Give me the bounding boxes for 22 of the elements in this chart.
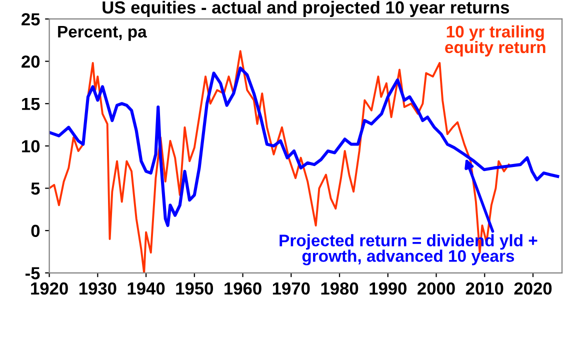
y-tick-label: 15	[22, 98, 40, 110]
y-tick-label: 10	[22, 140, 40, 152]
x-tick-label: 1950	[176, 282, 214, 295]
x-tick-label: 2000	[418, 282, 455, 295]
y-tick-label: 20	[22, 55, 40, 68]
x-tick-label: 1970	[272, 282, 310, 295]
x-tick-label: 2020	[514, 282, 552, 295]
chart-title: US equities - actual and projected 10 year returns	[102, 0, 510, 18]
x-tick-label: 2010	[466, 282, 504, 295]
y-tick-label: 5	[31, 182, 40, 195]
y-tick-label: -5	[26, 267, 40, 280]
annotation: Percent, pa	[58, 26, 147, 41]
x-tick-label: 1930	[79, 282, 116, 295]
x-tick-label: 1980	[321, 282, 358, 295]
x-tick-label: 1920	[31, 282, 68, 295]
y-tick-label: 0	[31, 224, 40, 238]
y-tick-label: 25	[22, 13, 40, 26]
series-label: 10 yr trailing equity return	[445, 25, 546, 56]
x-tick-label: 1940	[128, 282, 165, 295]
line-series	[49, 66, 560, 228]
x-tick-label: 1960	[224, 282, 262, 295]
x-tick-label: 1990	[370, 282, 406, 295]
